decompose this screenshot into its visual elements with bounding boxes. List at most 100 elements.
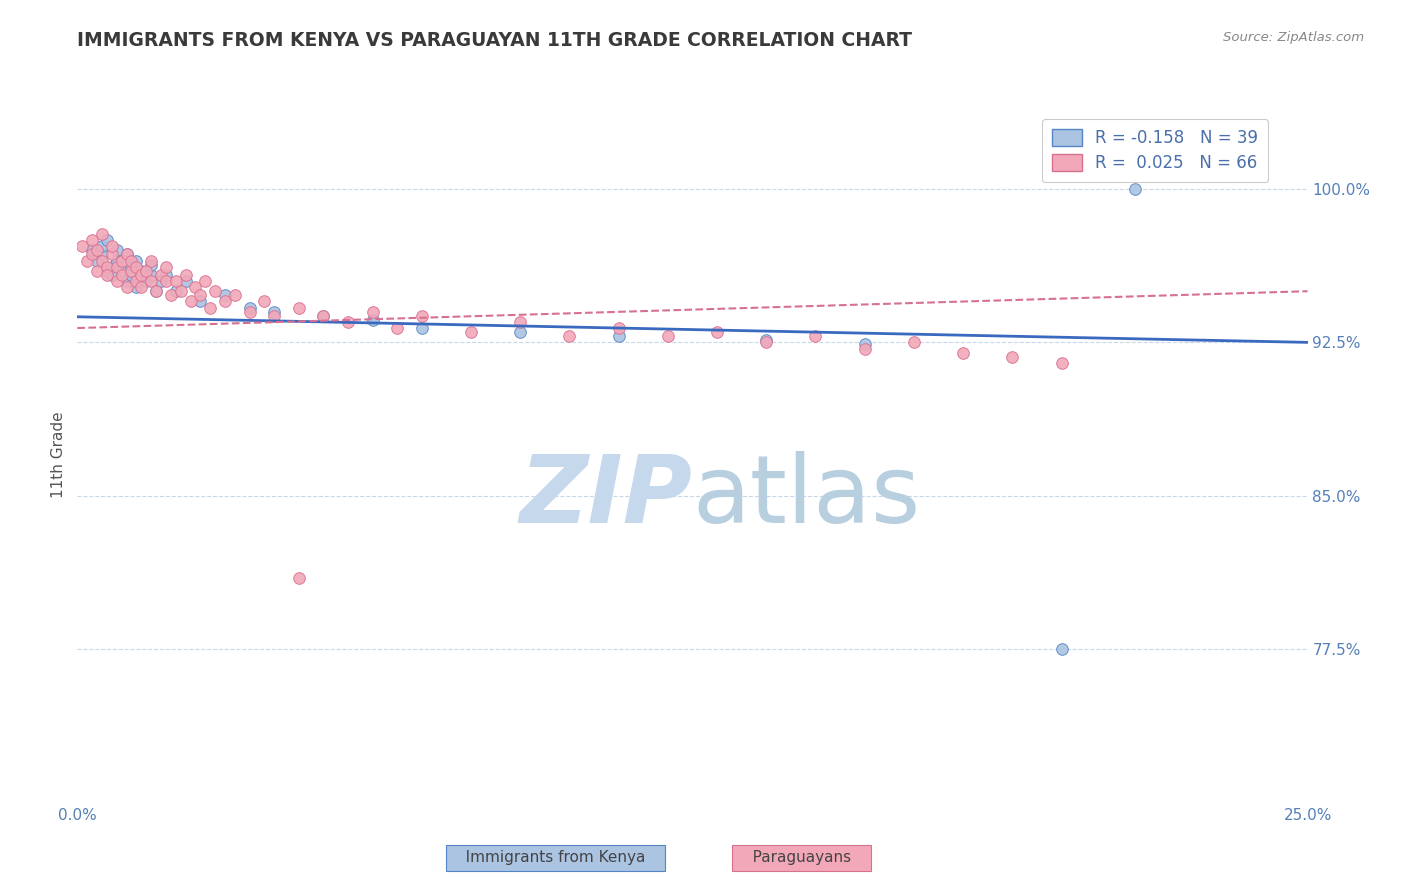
Point [706, 325, 728, 339]
Point [82, 233, 104, 247]
Point [385, 321, 409, 335]
Point [361, 313, 384, 327]
Point [141, 268, 163, 282]
Point [853, 342, 876, 356]
Point [1050, 356, 1073, 370]
Point [115, 247, 138, 261]
Point [86, 253, 108, 268]
Point [411, 309, 433, 323]
Point [82, 247, 104, 261]
Point [76, 253, 98, 268]
Point [121, 253, 143, 268]
Text: Immigrants from Kenya: Immigrants from Kenya [451, 850, 659, 865]
Point [141, 274, 163, 288]
Text: ZIP: ZIP [520, 450, 693, 542]
Point [174, 268, 197, 282]
Point [101, 260, 124, 274]
Text: IMMIGRANTS FROM KENYA VS PARAGUAYAN 11TH GRADE CORRELATION CHART: IMMIGRANTS FROM KENYA VS PARAGUAYAN 11TH… [77, 31, 912, 50]
Point [155, 268, 177, 282]
Point [105, 274, 128, 288]
Point [90, 239, 114, 253]
Point [125, 280, 148, 294]
Point [96, 264, 118, 278]
Point [101, 239, 124, 253]
Y-axis label: 11th Grade: 11th Grade [51, 411, 66, 499]
Point [657, 329, 679, 343]
Point [96, 260, 118, 274]
Point [312, 309, 335, 323]
Point [145, 284, 167, 298]
Point [1001, 350, 1024, 364]
Point [952, 345, 974, 359]
Point [129, 264, 153, 278]
Point [105, 244, 128, 258]
Point [141, 258, 163, 272]
Point [111, 264, 132, 278]
Point [361, 304, 384, 318]
Legend: R = -0.158   N = 39, R =  0.025   N = 66: R = -0.158 N = 39, R = 0.025 N = 66 [1042, 119, 1268, 182]
Point [165, 284, 187, 298]
Point [121, 260, 143, 274]
Point [188, 288, 212, 302]
Point [145, 284, 167, 298]
Point [101, 268, 124, 282]
Point [558, 329, 581, 343]
Point [86, 264, 108, 278]
Point [170, 284, 193, 298]
Point [607, 321, 630, 335]
Point [509, 315, 531, 329]
Point [188, 294, 212, 309]
Point [70, 239, 93, 253]
Point [1125, 182, 1147, 196]
Point [150, 274, 173, 288]
Point [180, 294, 202, 309]
Point [111, 268, 132, 282]
Point [115, 274, 138, 288]
Point [96, 233, 118, 247]
Point [337, 315, 360, 329]
Point [460, 325, 482, 339]
Point [96, 268, 118, 282]
Point [160, 288, 183, 302]
Point [90, 247, 114, 261]
Point [239, 304, 262, 318]
Point [165, 274, 187, 288]
Point [903, 335, 925, 350]
Point [121, 264, 143, 278]
Point [125, 253, 148, 268]
Point [755, 334, 778, 348]
Point [224, 288, 246, 302]
Point [312, 309, 335, 323]
Point [253, 294, 276, 309]
Point [411, 321, 433, 335]
Point [82, 244, 104, 258]
Point [155, 274, 177, 288]
Point [121, 268, 143, 282]
Point [1050, 642, 1073, 657]
Point [509, 325, 531, 339]
Point [288, 301, 311, 315]
Text: atlas: atlas [693, 450, 921, 542]
Point [135, 274, 157, 288]
Point [204, 284, 226, 298]
Point [155, 260, 177, 274]
Point [86, 244, 108, 258]
Point [129, 268, 153, 282]
Point [174, 274, 197, 288]
Point [90, 227, 114, 241]
Point [239, 301, 262, 315]
Point [125, 260, 148, 274]
Point [607, 329, 630, 343]
Point [200, 301, 222, 315]
Point [141, 253, 163, 268]
Point [105, 260, 128, 274]
Point [263, 304, 285, 318]
Point [755, 335, 778, 350]
Point [214, 294, 236, 309]
Point [125, 274, 148, 288]
Point [129, 280, 153, 294]
Point [115, 280, 138, 294]
Point [111, 253, 132, 268]
Point [101, 247, 124, 261]
Point [90, 253, 114, 268]
